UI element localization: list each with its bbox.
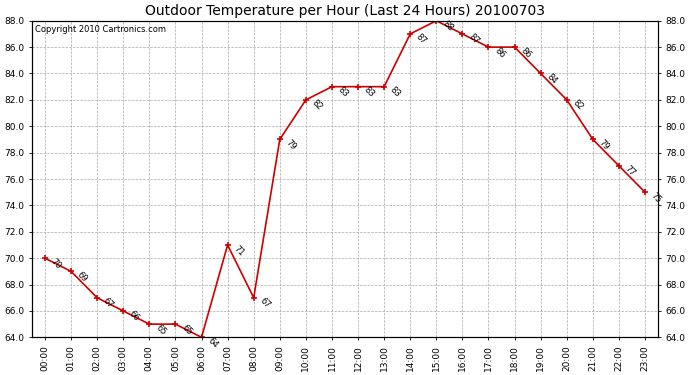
Text: 87: 87 [466,33,480,46]
Text: 65: 65 [153,323,168,337]
Text: 82: 82 [310,99,324,112]
Text: 66: 66 [128,309,141,324]
Text: 64: 64 [206,336,219,350]
Text: 71: 71 [232,244,246,258]
Text: 83: 83 [388,85,402,99]
Text: 87: 87 [415,33,428,46]
Text: 83: 83 [336,85,350,99]
Text: 79: 79 [597,138,611,152]
Text: 86: 86 [493,46,506,60]
Text: 77: 77 [623,165,637,178]
Text: 69: 69 [75,270,89,284]
Title: Outdoor Temperature per Hour (Last 24 Hours) 20100703: Outdoor Temperature per Hour (Last 24 Ho… [145,4,545,18]
Text: 70: 70 [49,257,63,271]
Text: 86: 86 [519,46,533,60]
Text: 83: 83 [362,85,376,99]
Text: 75: 75 [649,191,663,205]
Text: 84: 84 [545,72,559,86]
Text: 88: 88 [440,20,455,33]
Text: 79: 79 [284,138,298,152]
Text: 65: 65 [179,323,193,337]
Text: 82: 82 [571,99,585,112]
Text: 67: 67 [101,296,115,310]
Text: Copyright 2010 Cartronics.com: Copyright 2010 Cartronics.com [35,26,166,34]
Text: 67: 67 [258,296,272,310]
